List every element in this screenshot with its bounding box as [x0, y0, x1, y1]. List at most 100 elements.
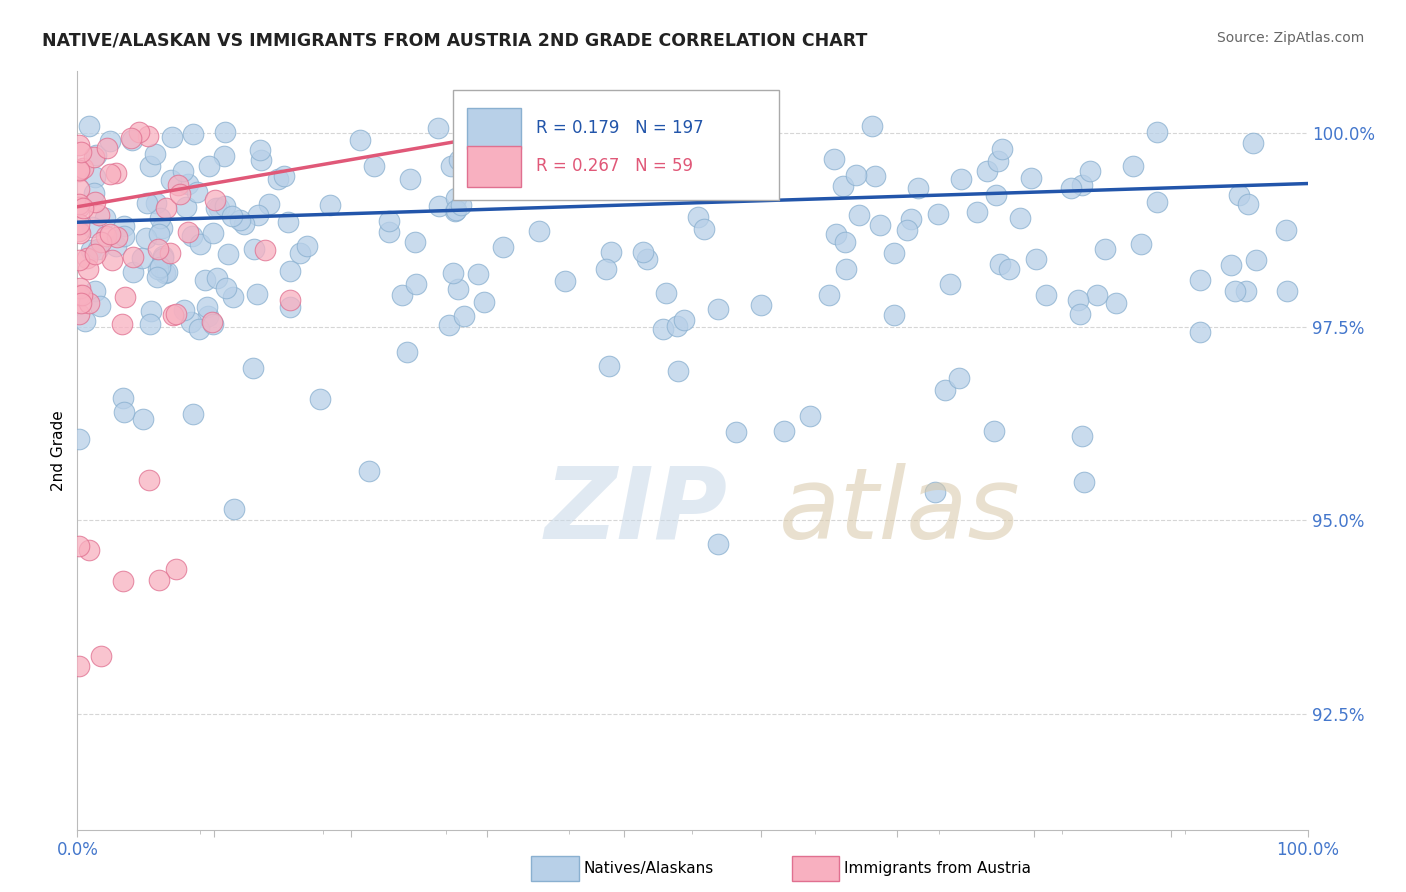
Point	[96, 141, 118, 155]
Point	[900, 212, 922, 227]
Point	[749, 298, 772, 312]
Point	[655, 285, 678, 300]
Point	[554, 273, 576, 287]
Point	[98, 227, 121, 242]
Point	[600, 244, 623, 259]
Point	[69, 280, 91, 294]
Point	[67, 217, 90, 231]
Point	[165, 562, 187, 576]
Point	[692, 221, 714, 235]
Point	[399, 172, 422, 186]
Point	[212, 149, 235, 163]
Point	[121, 133, 143, 147]
Point	[89, 299, 111, 313]
Point	[75, 314, 97, 328]
Text: R = 0.267   N = 59: R = 0.267 N = 59	[536, 157, 693, 175]
Point	[988, 257, 1011, 271]
Point	[229, 213, 252, 227]
Point	[146, 243, 169, 257]
Point	[447, 153, 470, 168]
Point	[395, 345, 418, 359]
Point	[467, 267, 489, 281]
Point	[278, 263, 301, 277]
Point	[98, 167, 121, 181]
Point	[927, 207, 949, 221]
Point	[198, 159, 221, 173]
Point	[101, 253, 124, 268]
Point	[666, 319, 689, 334]
Point	[883, 245, 905, 260]
Point	[143, 147, 166, 161]
Point	[180, 315, 202, 329]
Y-axis label: 2nd Grade: 2nd Grade	[51, 410, 66, 491]
Point	[1234, 285, 1257, 299]
Point	[67, 659, 90, 673]
Point	[987, 153, 1010, 168]
Point	[87, 208, 110, 222]
Point	[1219, 258, 1241, 272]
Point	[204, 193, 226, 207]
Point	[67, 200, 90, 214]
Point	[437, 318, 460, 332]
Point	[1008, 211, 1031, 225]
Point	[67, 252, 90, 267]
Point	[82, 220, 104, 235]
Point	[834, 235, 856, 250]
Point	[67, 433, 90, 447]
Point	[869, 218, 891, 232]
Point	[214, 199, 236, 213]
Point	[983, 424, 1005, 438]
Point	[139, 304, 162, 318]
Point	[122, 264, 145, 278]
Point	[1035, 288, 1057, 302]
Point	[848, 209, 870, 223]
Point	[472, 295, 495, 310]
Point	[404, 235, 426, 249]
Point	[205, 201, 228, 215]
Point	[146, 269, 169, 284]
Point	[1073, 475, 1095, 490]
Point	[529, 224, 551, 238]
Point	[883, 308, 905, 322]
Point	[159, 245, 181, 260]
Point	[105, 166, 128, 180]
Point	[146, 262, 169, 277]
Point	[939, 277, 962, 291]
Point	[155, 266, 177, 280]
Point	[349, 133, 371, 147]
Point	[201, 317, 224, 331]
Point	[948, 371, 970, 385]
Point	[173, 303, 195, 318]
Point	[772, 424, 794, 438]
Point	[67, 307, 90, 321]
Point	[655, 162, 678, 177]
Point	[90, 648, 112, 663]
Point	[249, 153, 271, 168]
Point	[70, 145, 93, 159]
Point	[1105, 296, 1128, 310]
FancyBboxPatch shape	[467, 145, 522, 186]
Point	[1277, 285, 1299, 299]
Point	[105, 239, 128, 253]
Point	[222, 290, 245, 304]
FancyBboxPatch shape	[467, 108, 522, 149]
Point	[194, 273, 217, 287]
Point	[135, 231, 157, 245]
Point	[845, 168, 868, 182]
Point	[357, 464, 380, 478]
Point	[162, 309, 184, 323]
Point	[149, 211, 172, 225]
Point	[70, 287, 93, 301]
Point	[288, 246, 311, 260]
Point	[1067, 293, 1090, 307]
Point	[427, 199, 450, 213]
Point	[67, 197, 90, 211]
Point	[67, 288, 90, 302]
Point	[517, 178, 540, 192]
Point	[447, 282, 470, 296]
Point	[122, 250, 145, 264]
Point	[860, 119, 883, 133]
Point	[817, 288, 839, 302]
Point	[799, 409, 821, 423]
Point	[69, 226, 91, 240]
